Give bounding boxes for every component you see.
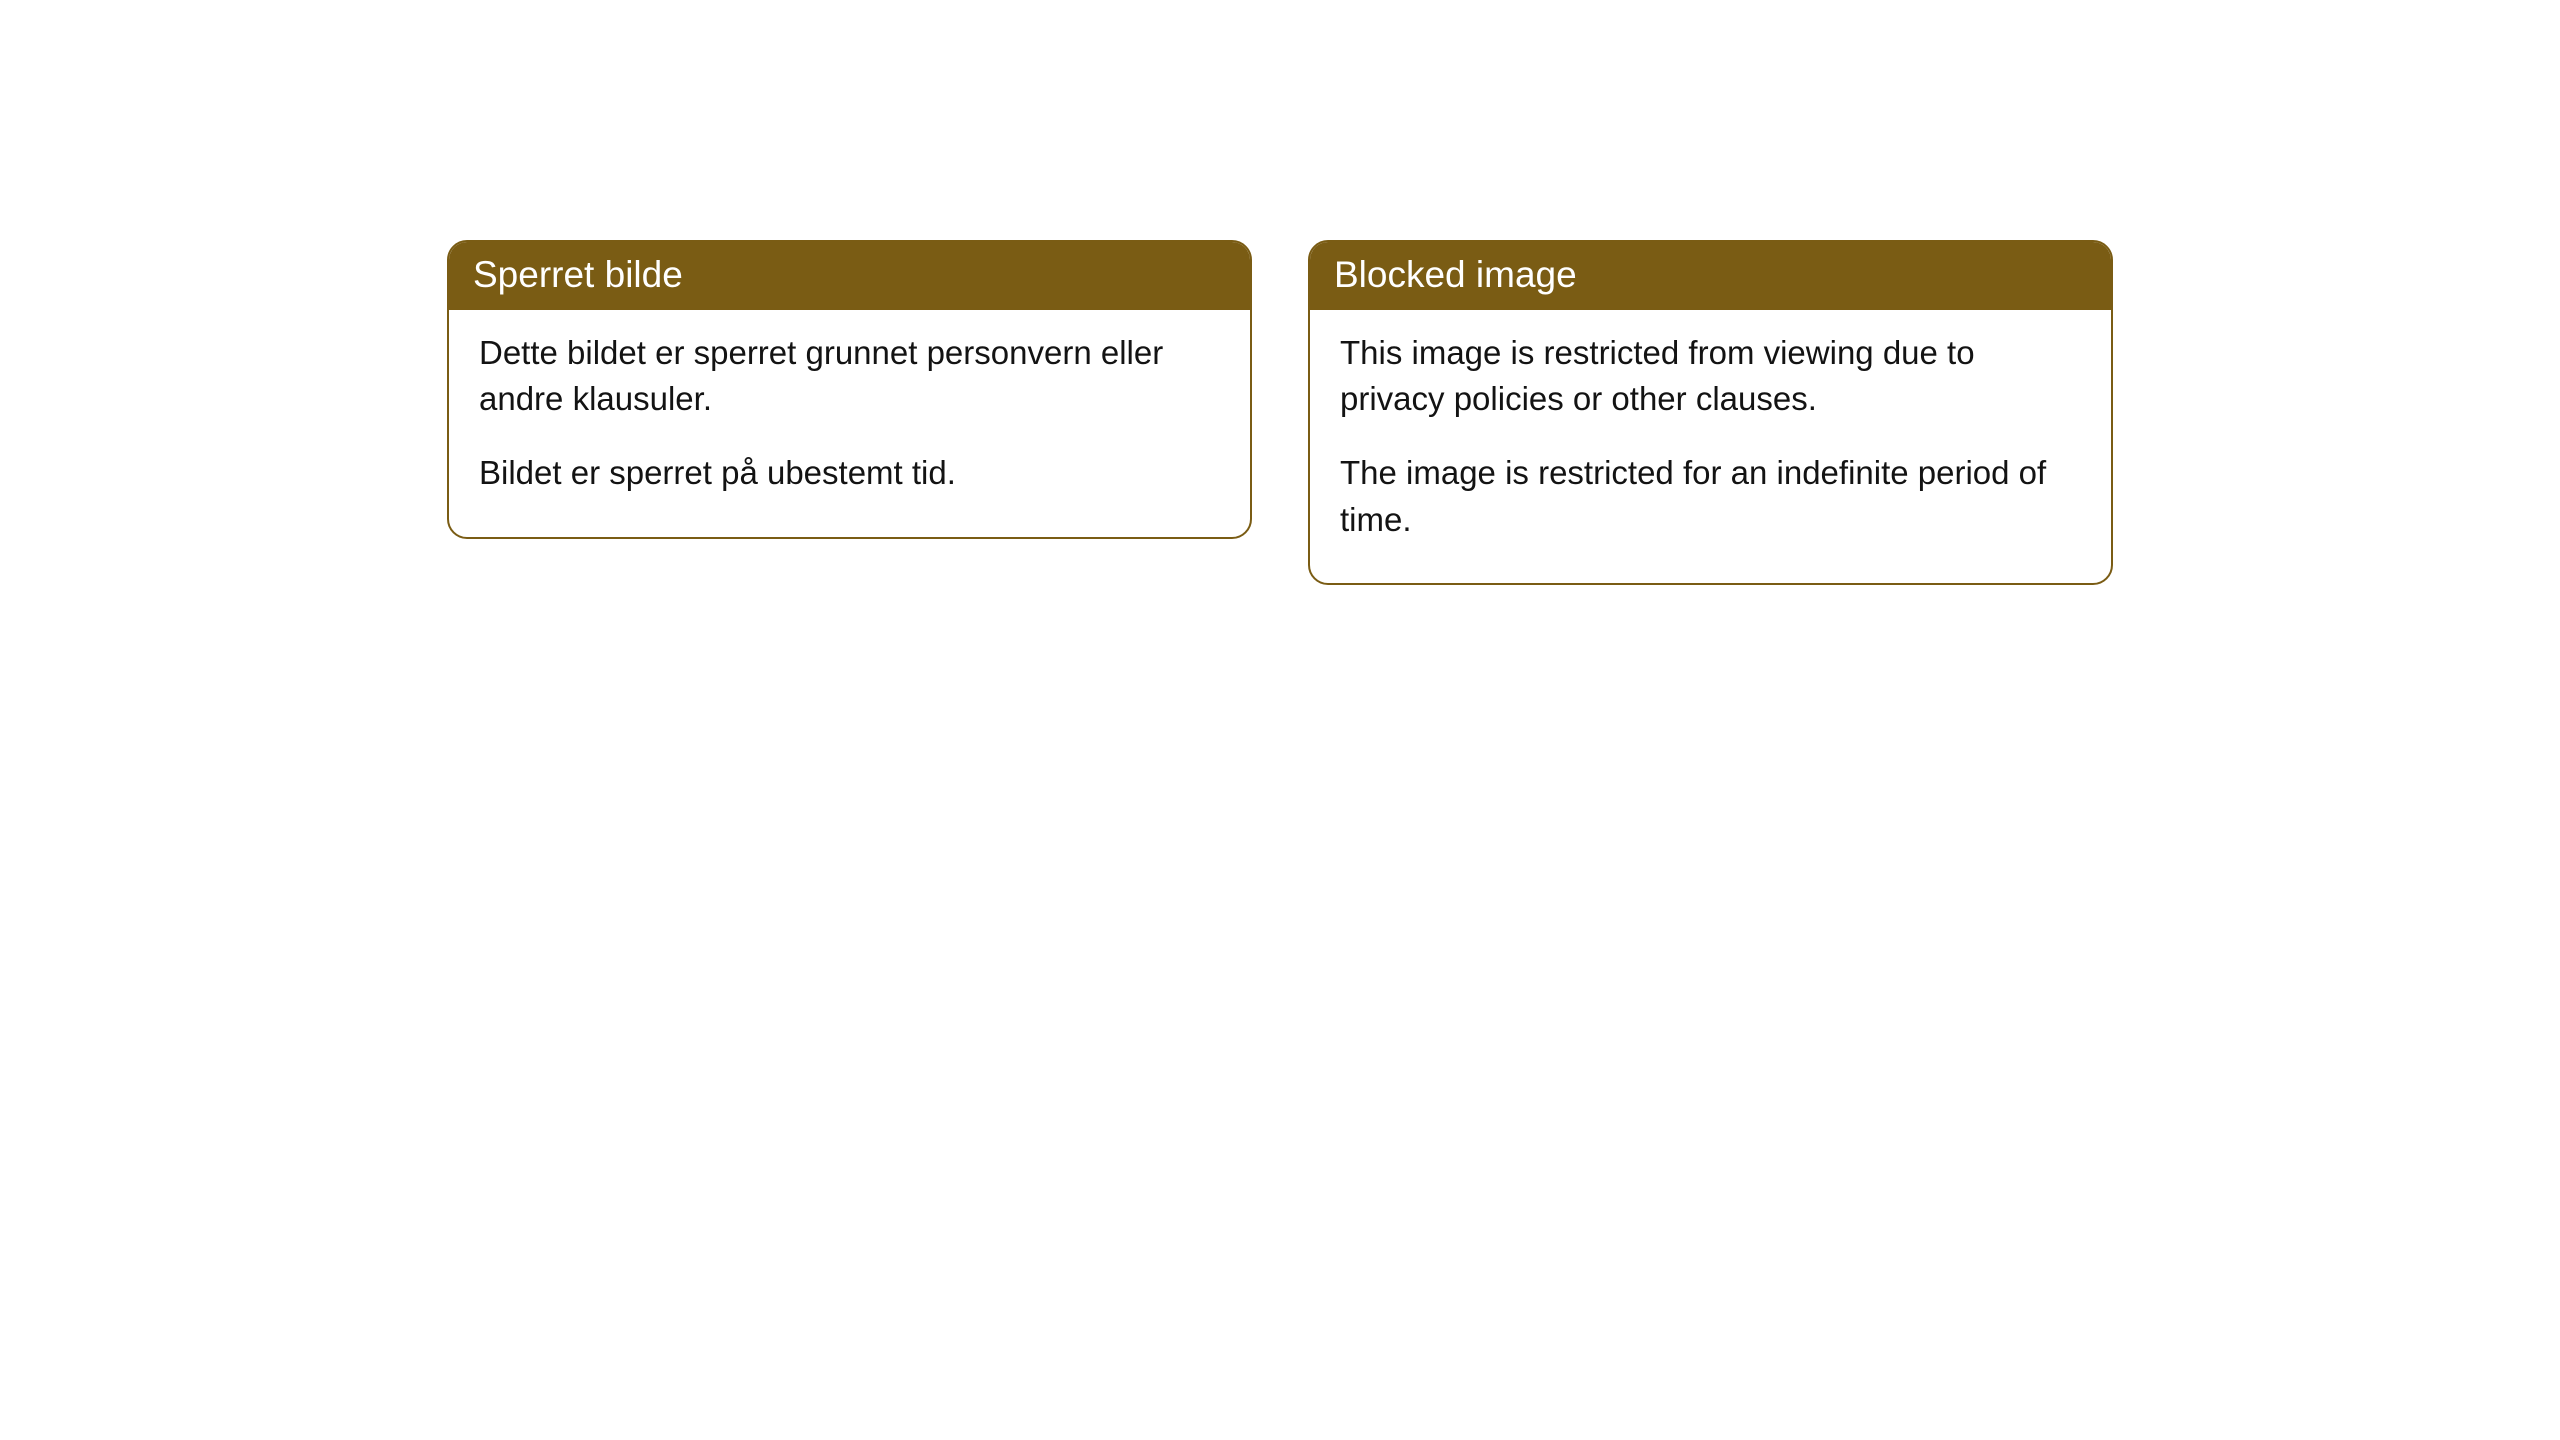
card-paragraph-2: The image is restricted for an indefinit… (1340, 450, 2081, 542)
card-paragraph-2: Bildet er sperret på ubestemt tid. (479, 450, 1220, 496)
card-title: Sperret bilde (473, 254, 683, 295)
card-paragraph-1: Dette bildet er sperret grunnet personve… (479, 330, 1220, 422)
card-header: Blocked image (1310, 242, 2111, 310)
card-paragraph-1: This image is restricted from viewing du… (1340, 330, 2081, 422)
blocked-image-card-english: Blocked image This image is restricted f… (1308, 240, 2113, 585)
card-body: This image is restricted from viewing du… (1310, 310, 2111, 583)
card-title: Blocked image (1334, 254, 1577, 295)
cards-container: Sperret bilde Dette bildet er sperret gr… (447, 240, 2113, 1440)
blocked-image-card-norwegian: Sperret bilde Dette bildet er sperret gr… (447, 240, 1252, 539)
card-header: Sperret bilde (449, 242, 1250, 310)
card-body: Dette bildet er sperret grunnet personve… (449, 310, 1250, 537)
